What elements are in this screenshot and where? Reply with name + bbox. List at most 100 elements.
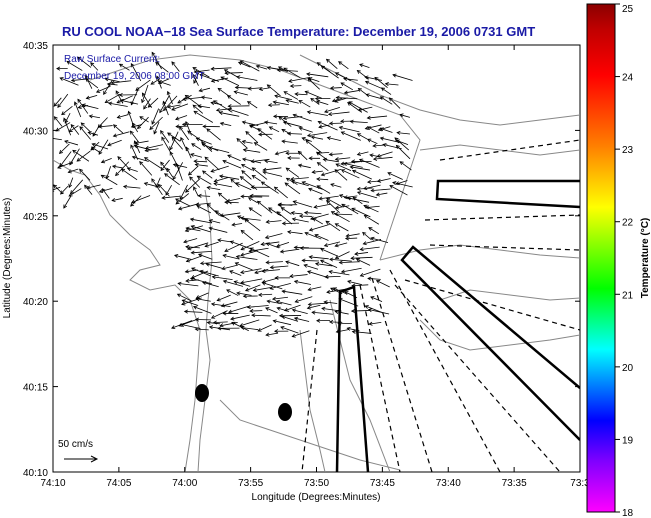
current-vector-head [396,130,401,135]
current-vector-head [364,75,369,80]
current-vector [274,186,288,199]
colorbar-label: Temperature (°C) [640,218,651,299]
current-vector-head [298,100,303,104]
current-vector-head [229,270,234,274]
current-vector [254,142,268,151]
current-vector-head [384,81,389,87]
current-vector-head [171,106,176,111]
current-vector [128,111,133,123]
colorbar-tick-label: 25 [622,4,634,15]
current-vector [186,147,192,159]
current-vector [335,163,352,172]
current-vector-head [299,246,304,251]
current-vector [341,169,360,179]
current-vector-head [213,178,218,183]
current-vector [290,177,309,180]
current-vector [335,157,351,160]
current-vector [64,112,71,124]
current-vector-head [314,262,320,267]
current-vector [366,94,383,100]
current-vector-head [247,197,253,201]
current-vector [134,145,152,151]
current-vector [92,143,109,150]
current-vector [84,185,93,195]
current-vector-head [192,67,197,71]
current-vector-head [356,191,362,196]
current-vector-head [287,155,292,160]
current-vector-head [293,316,299,321]
current-vector-head [130,144,135,149]
current-vector-head [53,116,58,121]
current-vector [236,76,258,81]
current-vector-head [205,262,210,267]
current-vector-head [343,76,348,81]
current-vector [113,124,124,134]
current-vector [53,186,61,191]
plot-area [52,44,581,473]
current-vector-head [355,258,361,263]
current-vector [318,121,338,131]
current-vector [63,195,72,209]
current-vector-head [195,137,200,142]
current-vector-head [307,287,312,292]
current-vector-head [335,163,340,168]
current-vector-head [212,320,218,325]
current-vector-head [330,183,335,188]
current-vector-head [313,204,318,209]
current-vector [117,114,129,118]
current-vector [220,122,232,126]
current-vector [192,104,204,114]
current-vector-head [350,159,356,164]
current-vector [240,240,260,250]
current-vector-head [79,126,84,131]
current-vector [380,96,393,105]
current-vector [178,282,199,287]
current-vector-head [236,215,242,220]
current-vector-head [116,99,121,104]
current-vector-head [306,305,311,310]
current-vector-head [214,210,219,215]
current-vector-head [264,159,269,164]
current-vector-head [282,120,288,125]
current-vector-head [276,211,281,216]
current-vector [209,227,228,233]
current-vector [312,311,334,315]
current-vector-head [281,221,286,226]
current-vector-head [314,234,319,238]
current-vector-head [306,110,311,115]
current-vector-head [210,78,216,83]
current-vector-head [392,181,397,186]
current-vector-head [118,63,124,68]
current-vector-head [171,136,176,141]
current-vector-head [85,78,90,83]
current-vector-head [348,101,353,106]
current-vector [359,64,370,69]
current-vector-head [265,260,270,265]
current-vector [253,287,271,291]
current-vector-head [388,97,393,102]
current-vector [230,241,252,250]
current-vector [144,157,162,169]
current-vector-head [334,169,339,174]
current-vector [362,232,372,241]
x-tick-label: 73:3 [570,478,590,489]
current-vector [221,264,238,270]
x-tick-label: 73:50 [304,478,329,489]
current-vector-head [77,56,82,61]
current-vector [367,278,381,280]
current-vector-head [229,240,235,245]
current-vector [344,90,360,94]
current-vector-head [277,203,282,208]
current-vector [314,234,329,241]
current-vector [234,281,251,287]
map-content [53,51,580,472]
current-vector-head [161,195,166,200]
current-vector [63,118,72,136]
current-vector [339,126,360,133]
current-vector-head [206,320,211,325]
current-vector [247,305,269,308]
current-vector-head [291,308,297,313]
current-vector-head [169,151,174,156]
x-tick-label: 73:55 [238,478,263,489]
